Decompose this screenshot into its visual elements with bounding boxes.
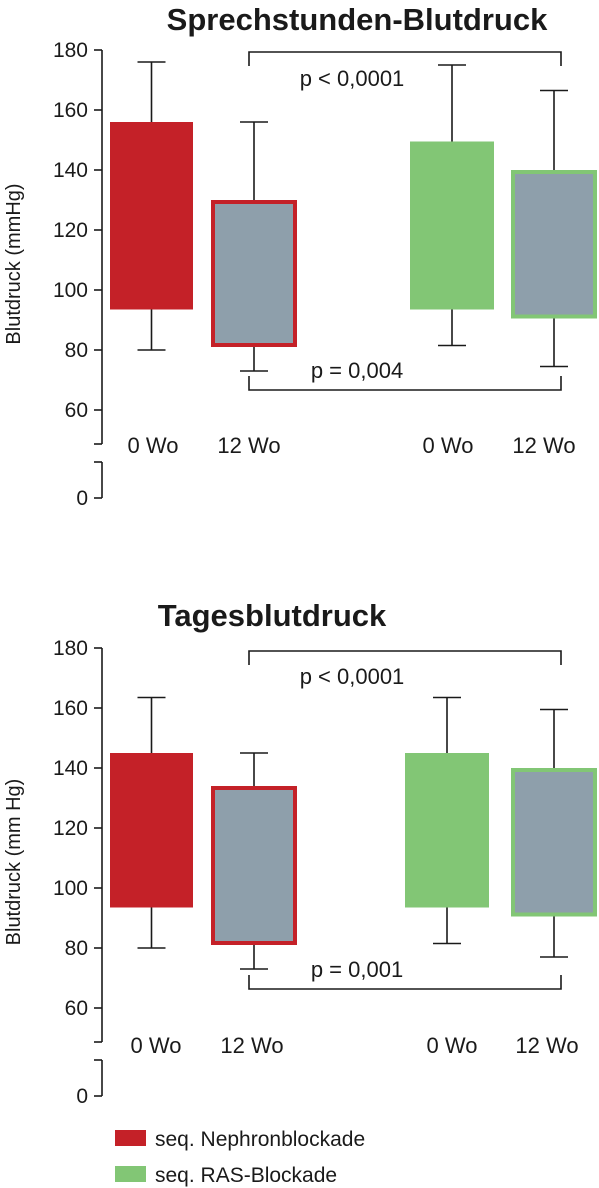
y-tick-label: 0 bbox=[76, 487, 88, 510]
legend: seq. Nephronblockade seq. RAS-Blockade bbox=[115, 1128, 365, 1187]
significance-bracket-bottom: p = 0,004 bbox=[248, 358, 562, 391]
y-tick-label: 160 bbox=[53, 99, 88, 122]
y-tick-label: 180 bbox=[53, 637, 88, 660]
box-rect bbox=[110, 122, 193, 310]
category-label: 12 Wo bbox=[220, 1033, 283, 1058]
y-tick-label: 0 bbox=[76, 1085, 88, 1108]
legend-swatch bbox=[115, 1166, 146, 1182]
y-tick-label: 140 bbox=[53, 159, 88, 182]
y-tick-label: 60 bbox=[65, 399, 88, 422]
box-3 bbox=[405, 696, 489, 945]
box-rect bbox=[405, 753, 489, 908]
chart-title: Sprechstunden-Blutdruck bbox=[167, 2, 548, 37]
y-tick-label: 120 bbox=[53, 219, 88, 242]
bracket-line bbox=[248, 51, 562, 66]
legend-label: seq. RAS-Blockade bbox=[155, 1164, 337, 1187]
box-rect bbox=[110, 753, 193, 908]
box-3 bbox=[410, 64, 494, 347]
p-value-label: p = 0,004 bbox=[311, 358, 403, 383]
category-label: 12 Wo bbox=[515, 1033, 578, 1058]
y-tick-label: 160 bbox=[53, 697, 88, 720]
box-2 bbox=[211, 752, 297, 970]
box-rect bbox=[211, 786, 297, 945]
box-rect bbox=[410, 141, 494, 310]
box-2 bbox=[211, 121, 297, 372]
y-tick-label: 100 bbox=[53, 279, 88, 302]
y-tick-label: 140 bbox=[53, 757, 88, 780]
y-tick-label: 80 bbox=[65, 937, 88, 960]
box-rect bbox=[211, 200, 297, 347]
box-1 bbox=[110, 61, 193, 351]
y-tick-label: 60 bbox=[65, 997, 88, 1020]
significance-bracket-bottom: p = 0,001 bbox=[248, 957, 562, 990]
legend-swatch bbox=[115, 1130, 146, 1146]
bracket-line bbox=[248, 376, 562, 391]
category-label: 0 Wo bbox=[131, 1033, 182, 1058]
category-label: 0 Wo bbox=[128, 433, 179, 458]
significance-bracket-top: p < 0,0001 bbox=[248, 650, 562, 689]
box-4 bbox=[511, 89, 597, 368]
p-value-label: p < 0,0001 bbox=[300, 66, 405, 91]
bracket-line bbox=[248, 650, 562, 665]
category-label: 0 Wo bbox=[423, 433, 474, 458]
box-rect bbox=[511, 170, 597, 319]
chart-panel-1: Sprechstunden-Blutdruck Blutdruck (mmHg) 0… bbox=[3, 2, 597, 510]
y-tick-label: 180 bbox=[53, 39, 88, 62]
y-tick-label: 80 bbox=[65, 339, 88, 362]
chart-panel-2: Tagesblutdruck Blutdruck (mm Hg) 0 60 80 100 1… bbox=[3, 598, 597, 1108]
chart-title: Tagesblutdruck bbox=[158, 598, 387, 633]
legend-label: seq. Nephronblockade bbox=[155, 1128, 365, 1151]
category-label: 12 Wo bbox=[512, 433, 575, 458]
significance-bracket-top: p < 0,0001 bbox=[248, 51, 562, 91]
category-label: 12 Wo bbox=[217, 433, 280, 458]
y-tick-label: 100 bbox=[53, 877, 88, 900]
p-value-label: p = 0,001 bbox=[311, 957, 403, 982]
category-label: 0 Wo bbox=[427, 1033, 478, 1058]
bracket-line bbox=[248, 975, 562, 990]
box-4 bbox=[511, 708, 597, 958]
box-rect bbox=[511, 768, 597, 917]
y-axis-label: Blutdruck (mm Hg) bbox=[3, 779, 25, 946]
y-axis-label: Blutdruck (mmHg) bbox=[3, 183, 25, 344]
p-value-label: p < 0,0001 bbox=[300, 664, 405, 689]
box-1 bbox=[110, 696, 193, 949]
y-tick-label: 120 bbox=[53, 817, 88, 840]
